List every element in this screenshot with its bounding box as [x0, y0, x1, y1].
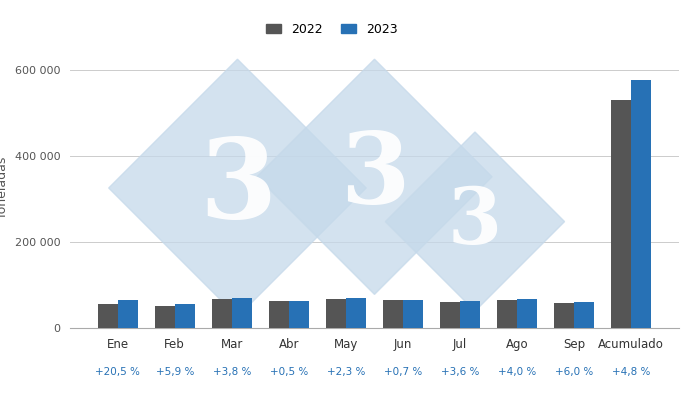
Bar: [460, 301, 480, 328]
Bar: [574, 302, 594, 328]
Text: +3,6 %: +3,6 %: [441, 367, 480, 377]
Text: +0,5 %: +0,5 %: [270, 367, 308, 377]
Bar: [155, 306, 175, 328]
Text: 3: 3: [340, 128, 410, 225]
Y-axis label: Toneladas: Toneladas: [0, 157, 9, 219]
Bar: [232, 298, 252, 328]
Text: +3,8 %: +3,8 %: [213, 367, 251, 377]
Text: +4,0 %: +4,0 %: [498, 367, 536, 377]
Polygon shape: [257, 59, 492, 294]
Bar: [269, 301, 289, 328]
Legend: 2022, 2023: 2022, 2023: [261, 18, 403, 41]
Polygon shape: [386, 132, 565, 311]
Bar: [611, 100, 631, 328]
Text: +0,7 %: +0,7 %: [384, 367, 422, 377]
Bar: [98, 304, 118, 328]
Text: +2,3 %: +2,3 %: [327, 367, 365, 377]
Bar: [118, 300, 138, 328]
Bar: [631, 80, 651, 328]
Text: 3: 3: [199, 134, 276, 242]
Bar: [175, 304, 195, 328]
Bar: [440, 302, 460, 328]
Text: 3: 3: [448, 184, 502, 260]
Bar: [497, 300, 517, 328]
Bar: [383, 300, 403, 328]
Bar: [212, 299, 232, 328]
Bar: [326, 299, 346, 328]
Text: +4,8 %: +4,8 %: [612, 367, 650, 377]
Bar: [289, 301, 309, 328]
Text: +20,5 %: +20,5 %: [95, 367, 140, 377]
Bar: [346, 298, 366, 328]
Text: +6,0 %: +6,0 %: [555, 367, 594, 377]
Bar: [517, 299, 537, 328]
Text: +5,9 %: +5,9 %: [155, 367, 194, 377]
Polygon shape: [108, 59, 366, 317]
Bar: [554, 304, 574, 328]
Bar: [403, 300, 423, 328]
